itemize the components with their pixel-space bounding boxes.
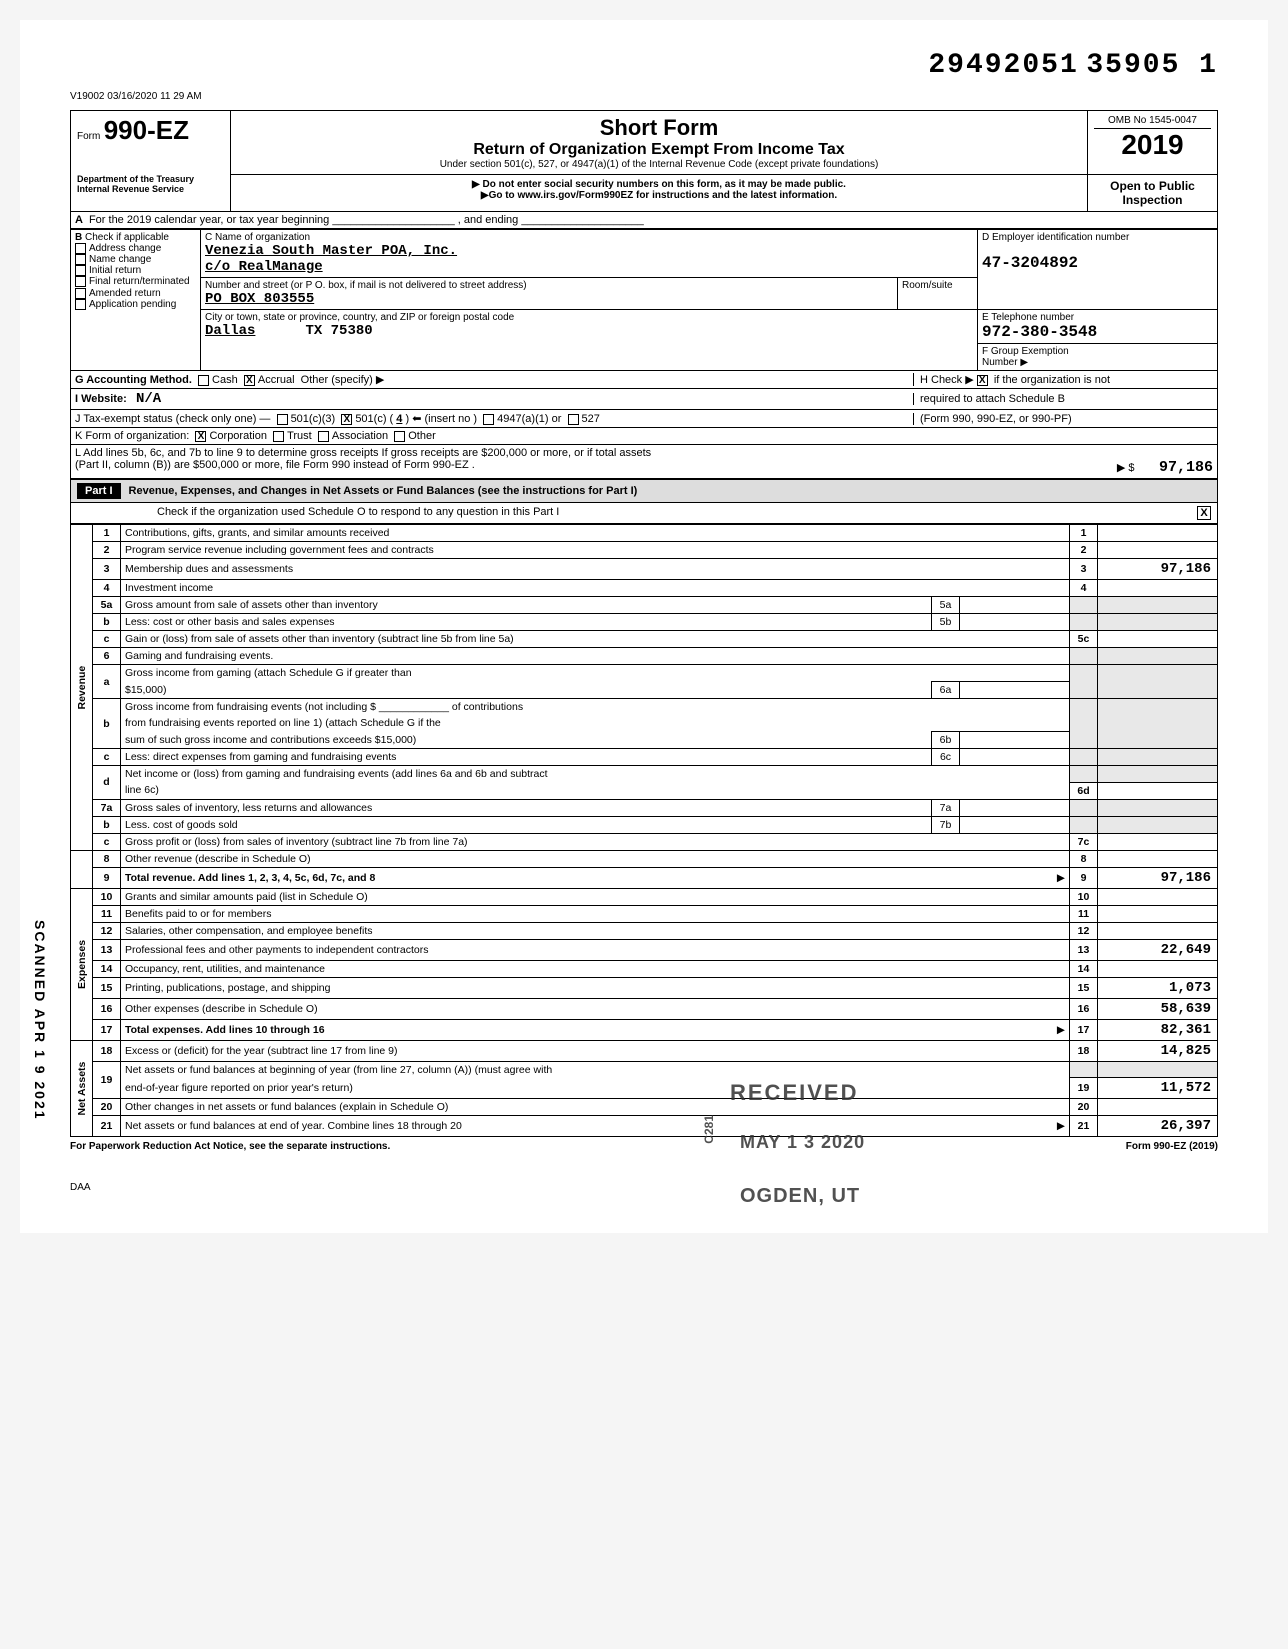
chk-amended-return[interactable] (75, 288, 86, 299)
c-label: C Name of organization (205, 232, 310, 243)
gross-receipts: 97,186 (1159, 459, 1213, 476)
l-arrow: ▶ $ (1117, 462, 1135, 474)
insert-no: 4 (396, 413, 402, 425)
org-name: Venezia South Master POA, Inc. (205, 243, 457, 259)
amt-line15: 1,073 (1098, 977, 1218, 998)
room-label: Room/suite (902, 280, 953, 291)
chk-assoc[interactable] (318, 431, 329, 442)
part1-check-text: Check if the organization used Schedule … (157, 506, 559, 520)
form-number: 990-EZ (104, 115, 189, 145)
vlabel-revenue: Revenue (71, 525, 93, 851)
amt-line13: 22,649 (1098, 939, 1218, 960)
addr-label: Number and street (or P O. box, if mail … (205, 280, 527, 291)
state-zip: TX 75380 (305, 323, 372, 339)
chk-address-change[interactable] (75, 243, 86, 254)
footer-daa: DAA (70, 1182, 1218, 1193)
chk-trust[interactable] (273, 431, 284, 442)
inspection: Inspection (1094, 193, 1211, 207)
title-return: Return of Organization Exempt From Incom… (237, 141, 1081, 159)
vlabel-net-assets: Net Assets (71, 1040, 93, 1137)
e-label: E Telephone number (982, 312, 1074, 323)
chk-4947[interactable] (483, 414, 494, 425)
h-text1: if the organization is not (994, 374, 1110, 386)
b-header: Check if applicable (85, 232, 169, 243)
l-line1: L Add lines 5b, 6c, and 7b to line 9 to … (75, 447, 1213, 459)
title-short-form: Short Form (237, 115, 1081, 141)
addr-value: PO BOX 803555 (205, 291, 314, 307)
dept-line1: Department of the Treasury (77, 174, 224, 184)
chk-501c[interactable]: X (341, 414, 352, 425)
form-header: Form 990-EZ Department of the Treasury I… (70, 110, 1218, 212)
f-label: F Group Exemption (982, 346, 1069, 357)
amt-line17: 82,361 (1098, 1019, 1218, 1040)
goto-link: ▶Go to www.irs.gov/Form990EZ for instruc… (237, 190, 1081, 201)
chk-final-return[interactable] (75, 276, 86, 287)
chk-name-change[interactable] (75, 254, 86, 265)
k-label: K Form of organization: (75, 430, 189, 442)
subtitle: Under section 501(c), 527, or 4947(a)(1)… (237, 159, 1081, 170)
chk-accrual[interactable]: X (244, 375, 255, 386)
footer-left: For Paperwork Reduction Act Notice, see … (70, 1141, 390, 1152)
dept-line2: Internal Revenue Service (77, 184, 224, 194)
l-line2: (Part II, column (B)) are $500,000 or mo… (75, 459, 475, 476)
phone-value: 972-380-3548 (982, 323, 1097, 341)
side-scanned-text: SCANNED APR 1 9 2021 (32, 920, 48, 1121)
h-text2: required to attach Schedule B (920, 393, 1065, 405)
chk-other-org[interactable] (394, 431, 405, 442)
ein-value: 47-3204892 (982, 254, 1078, 272)
amt-line9: 97,186 (1098, 867, 1218, 888)
chk-527[interactable] (568, 414, 579, 425)
part1-check-x[interactable]: X (1197, 506, 1211, 520)
footer-right: Form 990-EZ (2019) (1126, 1141, 1218, 1152)
form-page: SCANNED APR 1 9 2021 29492051 35905 1 V1… (20, 20, 1268, 1233)
i-label: I Website: (75, 393, 127, 405)
amt-line21: 26,397 (1098, 1116, 1218, 1137)
d-label: D Employer identification number (982, 232, 1129, 243)
part1-label: Part I (77, 483, 121, 499)
chk-initial-return[interactable] (75, 265, 86, 276)
ssn-warning: ▶ Do not enter social security numbers o… (237, 179, 1081, 190)
city-label: City or town, state or province, country… (205, 312, 514, 323)
amt-line3: 97,186 (1098, 559, 1218, 580)
form-prefix: Form (77, 131, 100, 142)
chk-cash[interactable] (198, 375, 209, 386)
part1-title: Revenue, Expenses, and Changes in Net As… (129, 485, 638, 497)
chk-application-pending[interactable] (75, 299, 86, 310)
vlabel-expenses: Expenses (71, 888, 93, 1040)
footer: For Paperwork Reduction Act Notice, see … (70, 1141, 1218, 1152)
chk-h[interactable]: X (977, 375, 988, 386)
part1-header: Part I Revenue, Expenses, and Changes in… (70, 479, 1218, 503)
f-number: Number ▶ (982, 357, 1028, 368)
h-label: H Check ▶ (920, 374, 974, 386)
print-meta: V19002 03/16/2020 11 29 AM (70, 91, 1218, 102)
org-co: c/o RealManage (205, 259, 323, 275)
part1-lines: Revenue 1 Contributions, gifts, grants, … (70, 524, 1218, 1137)
city-value: Dallas (205, 323, 255, 339)
document-id: 29492051 35905 1 (70, 50, 1218, 81)
open-public: Open to Public (1094, 179, 1211, 193)
chk-corp[interactable]: X (195, 431, 206, 442)
amt-line18: 14,825 (1098, 1040, 1218, 1061)
org-info-block: B Check if applicable Address change Nam… (70, 229, 1218, 371)
amt-line16: 58,639 (1098, 998, 1218, 1019)
h-text3: (Form 990, 990-EZ, or 990-PF) (920, 413, 1072, 425)
amt-line19: 11,572 (1098, 1078, 1218, 1099)
chk-501c3[interactable] (277, 414, 288, 425)
omb-number: OMB No 1545-0047 (1094, 115, 1211, 129)
row-a-text: For the 2019 calendar year, or tax year … (89, 214, 644, 226)
tax-year: 2019 (1094, 129, 1211, 161)
website-value: N/A (136, 391, 161, 407)
j-label: J Tax-exempt status (check only one) — (75, 413, 270, 425)
g-label: G Accounting Method. (75, 374, 192, 386)
